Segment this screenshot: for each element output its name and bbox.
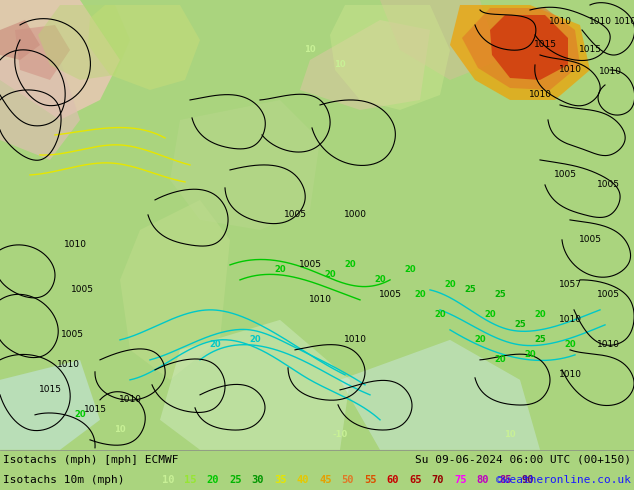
Text: 20: 20	[474, 335, 486, 344]
Polygon shape	[88, 5, 200, 90]
Text: 40: 40	[297, 475, 309, 485]
Text: 1005: 1005	[299, 260, 321, 270]
Text: 20: 20	[404, 266, 416, 274]
Text: Isotachs 10m (mph): Isotachs 10m (mph)	[3, 475, 124, 485]
Text: 20: 20	[534, 310, 546, 319]
Text: 20: 20	[434, 310, 446, 319]
Text: 20: 20	[207, 475, 219, 485]
Text: 1010: 1010	[529, 91, 552, 99]
Text: 1005: 1005	[597, 180, 619, 190]
Text: 1015: 1015	[578, 46, 602, 54]
Text: 20: 20	[209, 341, 221, 349]
Text: 20: 20	[484, 310, 496, 319]
Polygon shape	[15, 25, 70, 80]
Text: 70: 70	[432, 475, 444, 485]
Text: 20: 20	[414, 291, 426, 299]
Text: 65: 65	[410, 475, 422, 485]
Text: 1010: 1010	[614, 18, 634, 26]
Text: 60: 60	[387, 475, 399, 485]
Polygon shape	[330, 5, 450, 110]
Text: 50: 50	[342, 475, 354, 485]
Text: 1010: 1010	[588, 18, 612, 26]
Text: 1005: 1005	[70, 285, 93, 294]
Text: 25: 25	[494, 291, 506, 299]
Text: 10: 10	[162, 475, 174, 485]
Text: 1005: 1005	[597, 291, 619, 299]
Text: 1010: 1010	[56, 360, 79, 369]
Text: 1005: 1005	[553, 171, 576, 179]
Text: 25: 25	[230, 475, 242, 485]
Text: 35: 35	[275, 475, 287, 485]
Polygon shape	[450, 5, 590, 100]
Text: 30: 30	[252, 475, 264, 485]
Text: 25: 25	[534, 335, 546, 344]
Text: 20: 20	[324, 270, 336, 279]
Text: 20: 20	[444, 280, 456, 290]
Text: 10: 10	[504, 430, 516, 440]
Text: 1010: 1010	[559, 66, 581, 74]
Text: 1005: 1005	[378, 291, 401, 299]
Text: -10: -10	[332, 430, 347, 440]
Text: 10: 10	[334, 60, 346, 70]
Text: 25: 25	[514, 320, 526, 329]
Polygon shape	[462, 8, 580, 90]
Text: 1010: 1010	[559, 316, 581, 324]
Text: 15: 15	[184, 475, 197, 485]
Polygon shape	[0, 360, 100, 450]
Text: 20: 20	[494, 355, 506, 365]
Text: 1010: 1010	[119, 395, 141, 404]
Text: 90: 90	[522, 475, 534, 485]
Text: 45: 45	[320, 475, 332, 485]
Text: 1010: 1010	[344, 335, 366, 344]
Text: 85: 85	[499, 475, 512, 485]
Text: 10: 10	[304, 46, 316, 54]
Polygon shape	[170, 100, 320, 230]
Text: 20: 20	[274, 266, 286, 274]
Text: 20: 20	[74, 410, 86, 419]
Text: ©weatheronline.co.uk: ©weatheronline.co.uk	[496, 475, 631, 485]
Text: Isotachs (mph) [mph] ECMWF: Isotachs (mph) [mph] ECMWF	[3, 455, 179, 465]
Polygon shape	[340, 340, 540, 450]
Text: 1057: 1057	[559, 280, 581, 290]
Text: 20: 20	[564, 341, 576, 349]
Text: 1010: 1010	[597, 341, 619, 349]
Text: 1010: 1010	[559, 370, 581, 379]
Text: 1010: 1010	[598, 68, 621, 76]
Text: Su 09-06-2024 06:00 UTC (00+150): Su 09-06-2024 06:00 UTC (00+150)	[415, 455, 631, 465]
Text: 1005: 1005	[60, 330, 84, 340]
Text: 1010: 1010	[63, 241, 86, 249]
Text: 20: 20	[249, 335, 261, 344]
Polygon shape	[0, 20, 40, 60]
Text: 1000: 1000	[344, 210, 366, 220]
Polygon shape	[120, 200, 230, 380]
Text: 1005: 1005	[578, 235, 602, 245]
Text: 1010: 1010	[548, 18, 571, 26]
Polygon shape	[300, 20, 430, 110]
Text: 25: 25	[464, 285, 476, 294]
Text: 10: 10	[114, 425, 126, 434]
Text: 80: 80	[477, 475, 489, 485]
Text: 55: 55	[365, 475, 377, 485]
Text: 1010: 1010	[309, 295, 332, 304]
Polygon shape	[490, 15, 568, 80]
Text: 20: 20	[344, 260, 356, 270]
Text: 75: 75	[454, 475, 467, 485]
Text: 1005: 1005	[283, 210, 306, 220]
Text: 1015: 1015	[39, 385, 61, 394]
Polygon shape	[0, 60, 80, 160]
Text: 20: 20	[374, 275, 386, 284]
Text: 1015: 1015	[533, 41, 557, 49]
Text: 1015: 1015	[84, 405, 107, 415]
Text: 20: 20	[524, 350, 536, 359]
Polygon shape	[160, 320, 350, 450]
Polygon shape	[380, 0, 500, 80]
Polygon shape	[38, 5, 130, 80]
Polygon shape	[0, 0, 120, 120]
